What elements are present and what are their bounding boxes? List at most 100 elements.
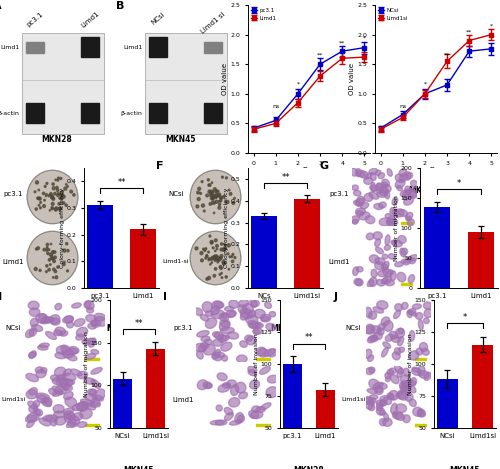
Circle shape xyxy=(58,207,61,210)
Ellipse shape xyxy=(382,418,392,426)
Circle shape xyxy=(218,195,220,197)
Text: *: * xyxy=(490,23,493,29)
Ellipse shape xyxy=(38,345,48,350)
Circle shape xyxy=(221,277,222,279)
Ellipse shape xyxy=(28,301,39,310)
Ellipse shape xyxy=(398,392,408,400)
Circle shape xyxy=(201,181,203,182)
Ellipse shape xyxy=(220,321,230,331)
Circle shape xyxy=(46,194,47,195)
Ellipse shape xyxy=(365,216,375,224)
Ellipse shape xyxy=(251,300,260,307)
Circle shape xyxy=(221,272,222,274)
Bar xyxy=(204,42,223,53)
Ellipse shape xyxy=(394,262,404,267)
Circle shape xyxy=(46,247,48,249)
Ellipse shape xyxy=(378,202,386,208)
Ellipse shape xyxy=(400,375,410,383)
Text: Limd1: Limd1 xyxy=(80,11,100,29)
Ellipse shape xyxy=(76,402,88,411)
Circle shape xyxy=(228,244,230,247)
Ellipse shape xyxy=(244,335,252,341)
Ellipse shape xyxy=(377,328,384,335)
Circle shape xyxy=(216,255,218,258)
Circle shape xyxy=(206,278,208,280)
Circle shape xyxy=(51,255,53,257)
Ellipse shape xyxy=(383,261,389,270)
Ellipse shape xyxy=(203,344,215,355)
Ellipse shape xyxy=(398,328,404,334)
Circle shape xyxy=(215,193,218,197)
Ellipse shape xyxy=(85,301,94,310)
Ellipse shape xyxy=(64,411,74,419)
Circle shape xyxy=(220,243,223,245)
Circle shape xyxy=(224,244,226,246)
Circle shape xyxy=(210,191,212,193)
Ellipse shape xyxy=(377,192,387,197)
Ellipse shape xyxy=(374,239,380,247)
Ellipse shape xyxy=(354,200,362,206)
Ellipse shape xyxy=(240,309,252,319)
Ellipse shape xyxy=(402,381,411,391)
Ellipse shape xyxy=(360,203,368,209)
Ellipse shape xyxy=(220,327,234,333)
Circle shape xyxy=(198,187,200,190)
Ellipse shape xyxy=(216,405,222,411)
Ellipse shape xyxy=(382,254,388,259)
Circle shape xyxy=(46,243,48,246)
Ellipse shape xyxy=(368,404,374,411)
Ellipse shape xyxy=(253,328,262,334)
Ellipse shape xyxy=(61,383,70,390)
Ellipse shape xyxy=(378,323,386,330)
Ellipse shape xyxy=(392,411,397,418)
Circle shape xyxy=(66,242,68,245)
Ellipse shape xyxy=(401,259,410,263)
Ellipse shape xyxy=(357,170,365,177)
Text: β-actin: β-actin xyxy=(120,111,142,115)
X-axis label: Day: Day xyxy=(429,167,443,173)
Circle shape xyxy=(214,257,216,258)
Ellipse shape xyxy=(62,350,74,358)
Bar xyxy=(88,205,113,288)
Ellipse shape xyxy=(382,278,388,284)
Ellipse shape xyxy=(50,315,60,324)
Ellipse shape xyxy=(356,196,364,206)
Circle shape xyxy=(212,194,214,197)
Circle shape xyxy=(50,194,52,196)
Text: Limd1: Limd1 xyxy=(0,45,20,50)
Ellipse shape xyxy=(409,386,416,393)
Text: pc3.1: pc3.1 xyxy=(174,325,193,331)
Ellipse shape xyxy=(221,342,232,351)
Text: Limd1: Limd1 xyxy=(328,258,350,265)
Legend: pc3.1, Limd1: pc3.1, Limd1 xyxy=(251,8,276,21)
Ellipse shape xyxy=(388,217,396,224)
Circle shape xyxy=(43,249,46,251)
Bar xyxy=(252,216,277,288)
Circle shape xyxy=(208,184,211,186)
Ellipse shape xyxy=(26,390,38,399)
Ellipse shape xyxy=(84,378,96,384)
Ellipse shape xyxy=(411,378,416,385)
Ellipse shape xyxy=(356,198,365,204)
Circle shape xyxy=(224,247,226,250)
Ellipse shape xyxy=(70,369,82,376)
Ellipse shape xyxy=(86,315,96,322)
Circle shape xyxy=(51,207,54,209)
Ellipse shape xyxy=(380,400,385,406)
Circle shape xyxy=(217,261,218,263)
Ellipse shape xyxy=(72,403,84,411)
Circle shape xyxy=(214,196,216,198)
Circle shape xyxy=(218,201,220,202)
Ellipse shape xyxy=(224,408,233,415)
Ellipse shape xyxy=(92,395,104,401)
Circle shape xyxy=(215,257,216,259)
Ellipse shape xyxy=(380,383,387,389)
Circle shape xyxy=(223,263,224,265)
Ellipse shape xyxy=(376,301,388,310)
Ellipse shape xyxy=(354,190,361,196)
Circle shape xyxy=(54,251,56,253)
Circle shape xyxy=(52,196,54,197)
Circle shape xyxy=(208,276,210,280)
Circle shape xyxy=(52,250,54,254)
Circle shape xyxy=(42,192,45,195)
